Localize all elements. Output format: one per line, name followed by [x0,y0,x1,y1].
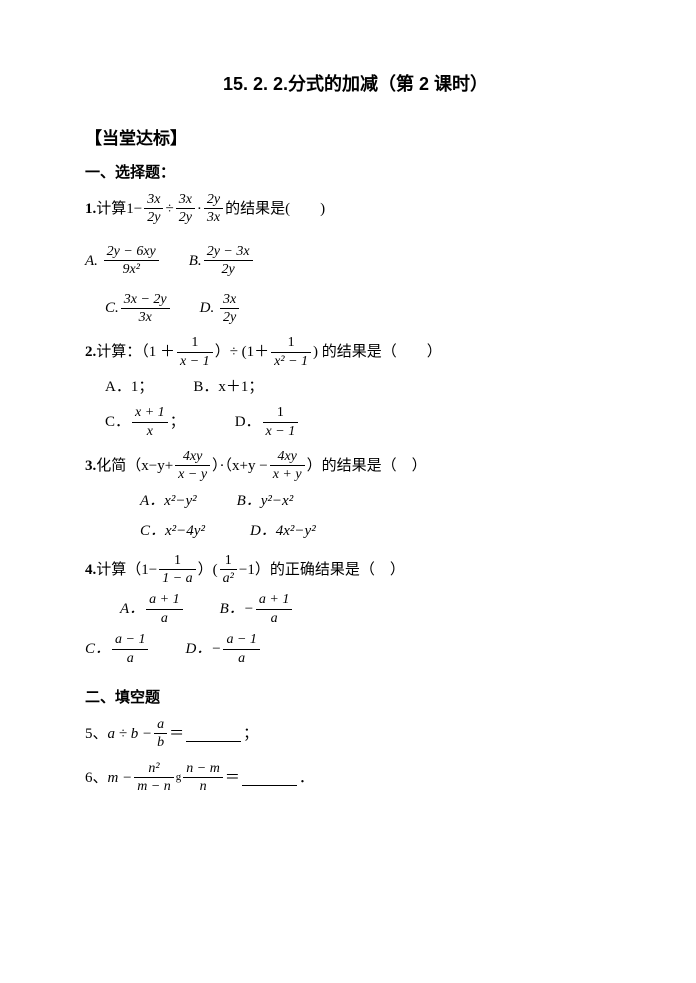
part1-header: 一、选择题： [85,161,626,182]
q6-suf: ． [299,766,314,790]
q3-A: A．x²−y² [140,489,197,513]
q3-mid2: ）的结果是（ ） [307,454,427,478]
q4-prefix: 计算（1− [96,558,157,582]
q5-num: 5、 [85,722,108,746]
q1-An: 2y − 6xy [104,244,159,261]
q2-D: D． [235,410,261,434]
q4-C: C． [85,637,110,661]
q4-Cd: a [112,650,148,666]
q4-Cn: a − 1 [112,632,148,649]
q2-mid2: ) 的结果是（ ） [313,340,442,364]
q2-A: A．1； [105,375,153,399]
q1-A: A. [85,249,98,273]
question-2: 2. 计算：（1 ＋ 1x − 1 ）÷ (1＋ 1x² − 1 ) 的结果是（… [85,335,626,439]
q1-Bn: 2y − 3x [204,244,253,261]
q2-f1n: 1 [177,335,213,352]
q5-pre: a ÷ b − [108,722,153,746]
q1-prefix: 计算 [96,197,126,221]
q1-Dn: 3x [220,292,239,309]
q3-f2d: x + y [270,466,305,482]
q4-B: B．− [220,597,254,621]
q4-Bd: a [256,610,292,626]
q2-prefix: 计算：（1 ＋ [96,340,175,364]
q3-f1n: 4xy [175,449,210,466]
q3-prefix: 化简（x−y+ [96,454,173,478]
q6-f2n: n − m [183,761,223,778]
q5-fn: a [154,717,167,734]
q1-f3d: 3x [204,209,223,225]
question-5: 5、 a ÷ b − ab ＝ ； [85,717,626,751]
q3-f1d: x − y [175,466,210,482]
q1-Cd: 3x [121,309,170,325]
q6-pre: m − [108,766,133,790]
q5-mid: ＝ [169,722,184,746]
q4-f2n: 1 [220,553,237,570]
q3-num: 3. [85,454,96,478]
q3-f2n: 4xy [270,449,305,466]
q4-Dn: a − 1 [223,632,259,649]
q5-fd: b [154,734,167,750]
q4-f2d: a² [220,570,237,586]
q3-B: B．y²−x² [237,489,294,513]
q6-blank [242,770,297,786]
q4-Bn: a + 1 [256,592,292,609]
q2-mid1: ）÷ (1＋ [215,340,269,364]
section-header: 【当堂达标】 [85,124,626,149]
q3-mid1: ）·（x+y − [212,454,268,478]
q2-Cd: x [132,423,168,439]
q1-C: C. [105,296,119,320]
question-6: 6、 m − n²m − n g n − mn ＝ ． [85,761,626,795]
q6-f1n: n² [134,761,174,778]
q4-f1n: 1 [159,553,195,570]
q6-num: 6、 [85,766,108,790]
q1-Cn: 3x − 2y [121,292,170,309]
q1-B: B. [189,249,202,273]
q4-f1d: 1 − a [159,570,195,586]
question-3: 3. 化简（x−y+ 4xyx − y ）·（x+y − 4xyx + y ）的… [85,449,626,543]
q4-mid2: −1）的正确结果是（ ） [239,558,405,582]
q3-D: D．4x²−y² [250,519,316,543]
q6-mid: ＝ [225,766,240,790]
q2-f2n: 1 [271,335,311,352]
q1-Ad: 9x² [104,261,159,277]
q1-Bd: 2y [204,261,253,277]
q5-suf: ； [243,722,258,746]
part2-header: 二、填空题 [85,686,626,707]
q6-f2d: n [183,778,223,794]
q4-Dd: a [223,650,259,666]
q1-suffix: 的结果是( ) [225,197,325,221]
q2-num: 2. [85,340,96,364]
q6-g: g [176,769,182,787]
q1-f3n: 2y [204,192,223,209]
q1-num: 1. [85,197,96,221]
q2-C: C． [105,410,130,434]
q2-f1d: x − 1 [177,353,213,369]
question-1: 1. 计算 1− 3x2y ÷ 3x2y · 2y3x 的结果是( ) A. 2… [85,192,626,325]
q3-C: C．x²−4y² [140,519,205,543]
q2-Csuf: ； [170,410,185,434]
q6-f1d: m − n [134,778,174,794]
q4-D: D．− [185,637,221,661]
q2-Cn: x + 1 [132,405,168,422]
q1-f1n: 3x [144,192,163,209]
q2-Dn: 1 [263,405,299,422]
q2-B: B．x＋1； [193,375,263,399]
q4-Ad: a [146,610,182,626]
q2-f2d: x² − 1 [271,353,311,369]
q1-f2d: 2y [176,209,195,225]
q1-D: D. [200,296,215,320]
q4-An: a + 1 [146,592,182,609]
page-title: 15. 2. 2.分式的加减（第 2 课时） [85,70,626,96]
q1-f2n: 3x [176,192,195,209]
q1-f1d: 2y [144,209,163,225]
q4-num: 4. [85,558,96,582]
q4-A: A． [120,597,144,621]
q1-Dd: 2y [220,309,239,325]
q5-blank [186,726,241,742]
q2-Dd: x − 1 [263,423,299,439]
q4-mid1: ）( [198,558,218,582]
question-4: 4. 计算（1− 11 − a ）( 1a² −1）的正确结果是（ ） A． a… [85,553,626,666]
